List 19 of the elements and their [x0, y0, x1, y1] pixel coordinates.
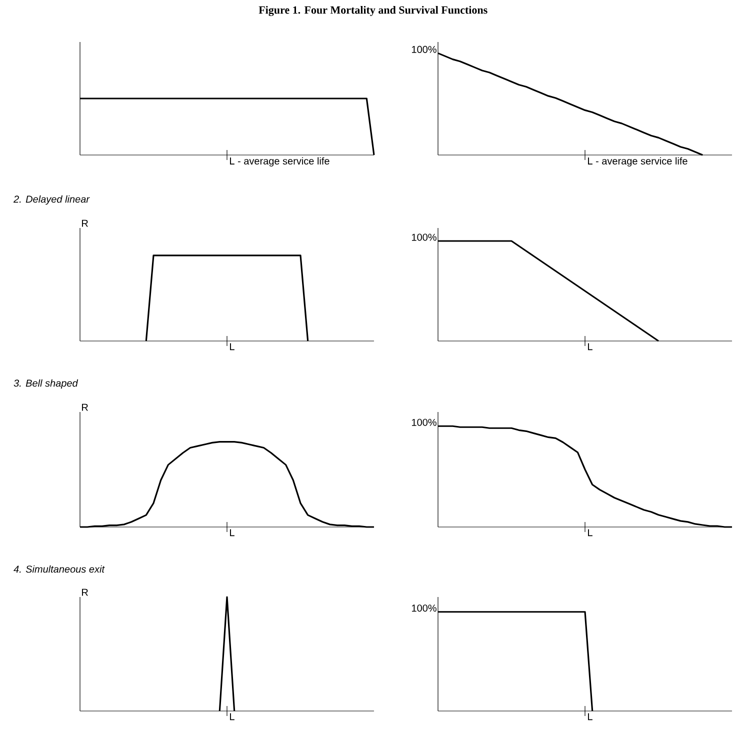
text: L: [230, 529, 234, 536]
text: L: [588, 529, 592, 536]
y-axis-title: R: [82, 588, 88, 596]
text: L: [588, 713, 592, 720]
chart-title: 4. Simultaneous exit: [14, 565, 105, 573]
text: L: [230, 713, 234, 720]
text: 100%: [412, 604, 436, 612]
text: L - average service life: [230, 157, 330, 167]
text: 100%: [412, 46, 436, 53]
text: 100%: [412, 418, 436, 426]
chart-title: 2. Delayed linear: [13, 195, 90, 205]
y-axis-title: R: [82, 220, 88, 227]
y-axis-title: R: [82, 404, 88, 411]
chart-title: Figure 1. Four Mortality and Survival Functions: [258, 6, 488, 16]
text: L: [588, 343, 592, 350]
chart-title: 3. Bell shaped: [14, 379, 78, 389]
text: L - average service life: [588, 157, 688, 167]
text: 100%: [412, 234, 436, 241]
text: L: [230, 343, 234, 350]
